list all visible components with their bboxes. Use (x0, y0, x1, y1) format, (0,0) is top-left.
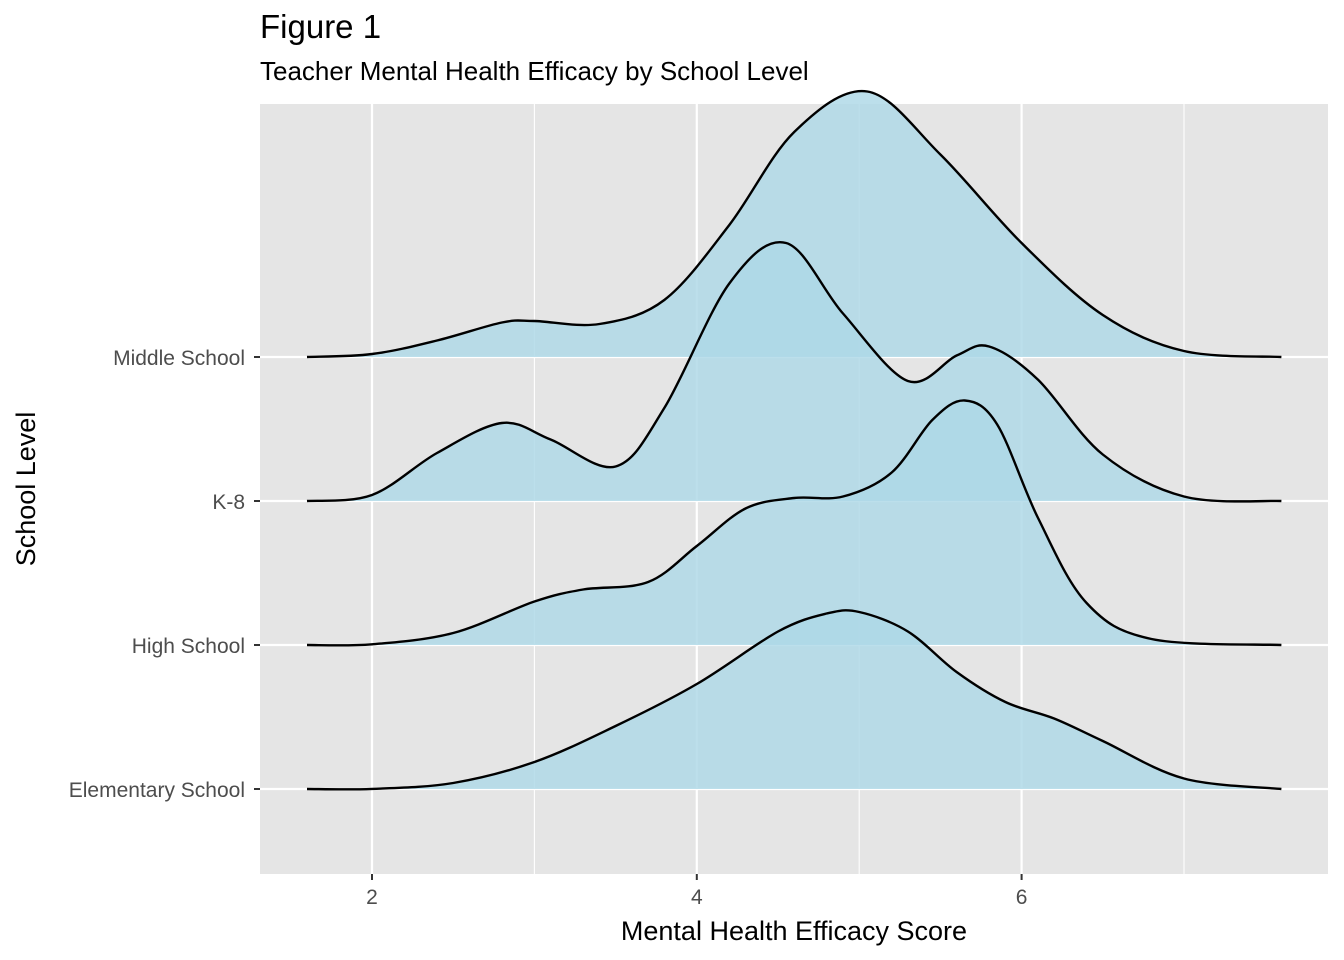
x-tick-label: 2 (366, 886, 378, 909)
y-tick-label: Middle School (113, 347, 245, 370)
x-axis-title: Mental Health Efficacy Score (621, 916, 967, 946)
ridge-line-k-8 (306, 240, 1282, 503)
x-tick-label: 4 (691, 886, 703, 909)
chart-title: Figure 1 (260, 8, 382, 45)
ridge-line-high-school (306, 399, 1282, 647)
ridge-area-high-school (307, 400, 1282, 646)
y-axis-title: School Level (11, 412, 41, 567)
y-tick-label: Elementary School (69, 779, 245, 802)
y-axis: Elementary School High School K-8 Middle Sc… (69, 347, 260, 802)
x-tick-label: 6 (1016, 886, 1028, 909)
ridge-line-middle-school (306, 89, 1282, 359)
ridge-area-k-8 (307, 242, 1282, 502)
ridge-line-elementary-school (306, 609, 1282, 791)
ridge-area-elementary-school (307, 610, 1282, 790)
x-axis: 2 4 6 (366, 874, 1027, 909)
y-tick-label: K-8 (212, 491, 245, 514)
density-ridges (306, 89, 1282, 791)
ridge-area-middle-school (307, 91, 1282, 357)
y-tick-label: High School (132, 635, 245, 658)
chart-subtitle: Teacher Mental Health Efficacy by School… (260, 56, 809, 86)
